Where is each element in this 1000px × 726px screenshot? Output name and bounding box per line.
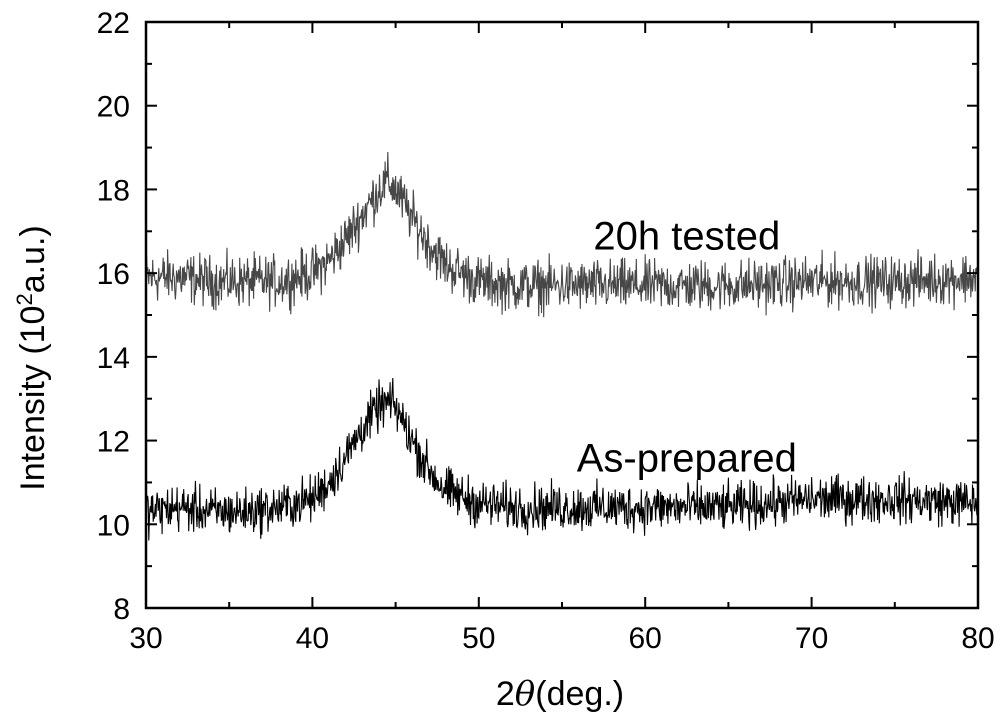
- annotation-1: As-prepared: [577, 436, 797, 480]
- y-tick-label: 22: [97, 7, 130, 40]
- series-line-1: [145, 377, 979, 541]
- x-axis-title-symbol: θ: [515, 674, 535, 714]
- x-tick-label: 60: [629, 622, 662, 655]
- x-axis-title-suffix: (deg.): [535, 675, 624, 713]
- annotations: 20h tested As-prepared: [577, 214, 797, 480]
- y-tick-label: 8: [113, 593, 130, 626]
- tick-labels: 30 40 50 60 70 80 8 10 12 14 16 18 20 22: [97, 7, 995, 655]
- y-tick-label: 14: [97, 342, 130, 375]
- x-tick-label: 50: [462, 622, 495, 655]
- annotation-0: 20h tested: [593, 214, 780, 258]
- y-tick-label: 20: [97, 91, 130, 124]
- x-axis-title-prefix: 2: [496, 675, 515, 713]
- y-axis-title: Intensity (102a.u.): [12, 225, 52, 491]
- plot-lines: [145, 151, 979, 541]
- y-axis-title-superscript: 2: [12, 293, 37, 305]
- series-line-0: [145, 151, 979, 318]
- y-axis-title-main: Intensity (10: [14, 306, 52, 491]
- x-tick-label: 40: [296, 622, 329, 655]
- y-tick-label: 18: [97, 174, 130, 207]
- x-tick-label: 30: [129, 622, 162, 655]
- y-tick-label: 12: [97, 426, 130, 459]
- axis-ticks: [145, 21, 979, 609]
- x-tick-label: 80: [961, 622, 994, 655]
- y-tick-label: 10: [97, 509, 130, 542]
- y-tick-label: 16: [97, 258, 130, 291]
- x-tick-label: 70: [795, 622, 828, 655]
- x-axis-title: 2θ(deg.): [496, 674, 624, 714]
- y-axis-title-end: a.u.): [14, 225, 52, 293]
